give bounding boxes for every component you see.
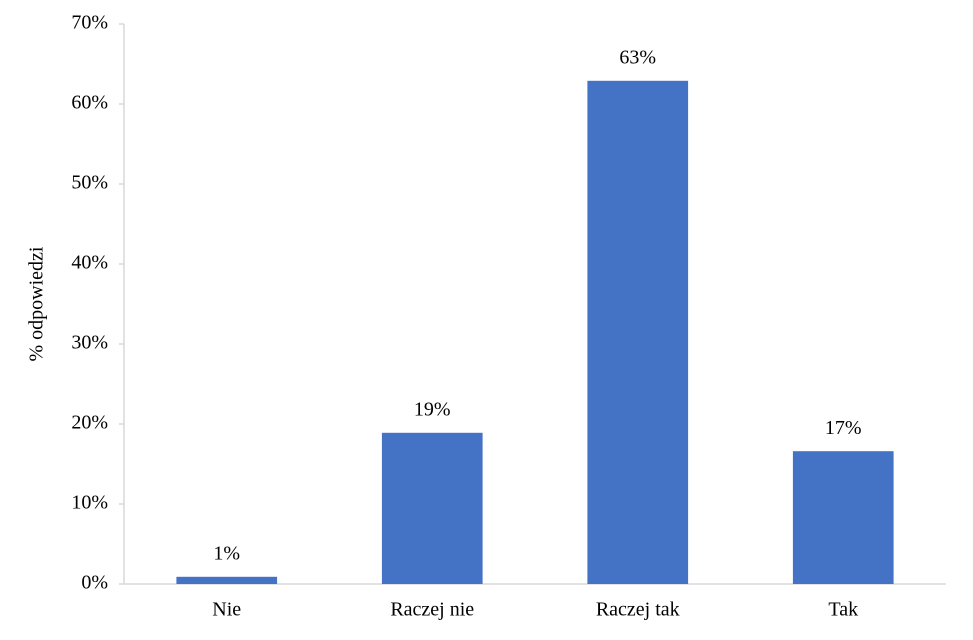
y-axis-label: % odpowiedzi: [26, 246, 48, 361]
data-label: 63%: [619, 46, 656, 68]
y-tick-label: 20%: [71, 412, 108, 434]
y-tick-label: 10%: [71, 492, 108, 514]
bar: [792, 451, 894, 584]
y-tick-label: 60%: [71, 92, 108, 114]
x-tick-label: Raczej nie: [390, 599, 474, 621]
bar: [176, 576, 278, 584]
x-tick-label: Tak: [828, 599, 858, 621]
x-tick-label: Nie: [212, 599, 241, 621]
bar: [381, 432, 483, 584]
y-tick-label: 30%: [71, 332, 108, 354]
x-tick-label: Raczej tak: [596, 599, 680, 621]
data-label: 1%: [213, 542, 240, 564]
y-tick-label: 70%: [71, 12, 108, 34]
data-label: 17%: [825, 417, 862, 439]
y-tick-label: 0%: [81, 572, 108, 594]
y-tick-label: 40%: [71, 252, 108, 274]
bar: [587, 80, 689, 585]
data-label: 19%: [414, 398, 451, 420]
y-tick-label: 50%: [71, 172, 108, 194]
